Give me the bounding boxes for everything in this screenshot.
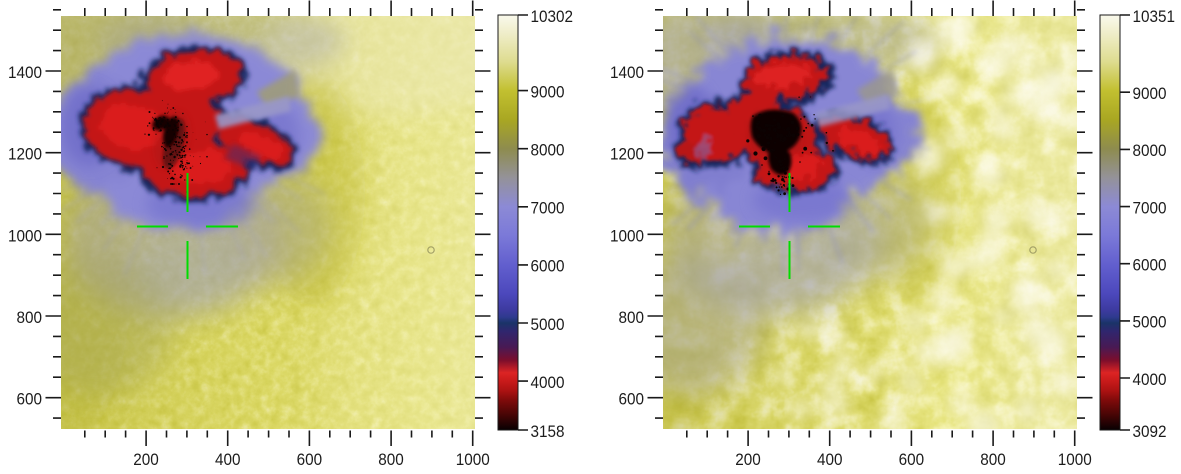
svg-text:9000: 9000	[1133, 84, 1167, 103]
svg-text:1000: 1000	[1058, 450, 1092, 469]
svg-text:7000: 7000	[1133, 199, 1167, 218]
svg-text:1400: 1400	[610, 63, 644, 82]
svg-text:800: 800	[16, 308, 42, 327]
svg-text:400: 400	[817, 450, 843, 469]
svg-text:200: 200	[735, 450, 761, 469]
svg-text:8000: 8000	[531, 141, 565, 160]
svg-text:1200: 1200	[8, 145, 42, 164]
svg-text:800: 800	[378, 450, 404, 469]
svg-text:400: 400	[215, 450, 241, 469]
svg-text:8000: 8000	[1133, 141, 1167, 160]
svg-text:1000: 1000	[456, 450, 490, 469]
svg-text:10351: 10351	[1133, 7, 1176, 26]
svg-text:800: 800	[980, 450, 1006, 469]
svg-text:7000: 7000	[531, 199, 565, 218]
svg-text:800: 800	[618, 308, 644, 327]
svg-text:5000: 5000	[1133, 313, 1167, 332]
svg-text:4000: 4000	[531, 373, 565, 392]
svg-text:6000: 6000	[531, 257, 565, 276]
svg-text:5000: 5000	[531, 315, 565, 334]
svg-text:1000: 1000	[610, 227, 644, 246]
svg-text:600: 600	[899, 450, 925, 469]
svg-text:1000: 1000	[8, 227, 42, 246]
svg-text:6000: 6000	[1133, 256, 1167, 275]
svg-text:1400: 1400	[8, 63, 42, 82]
svg-text:600: 600	[297, 450, 323, 469]
svg-text:3158: 3158	[531, 422, 565, 441]
svg-text:9000: 9000	[531, 83, 565, 102]
svg-text:3092: 3092	[1133, 422, 1167, 441]
svg-text:200: 200	[133, 450, 159, 469]
svg-text:10302: 10302	[531, 7, 574, 26]
svg-text:1200: 1200	[610, 145, 644, 164]
svg-text:600: 600	[16, 390, 42, 409]
svg-text:600: 600	[618, 390, 644, 409]
svg-text:4000: 4000	[1133, 370, 1167, 389]
